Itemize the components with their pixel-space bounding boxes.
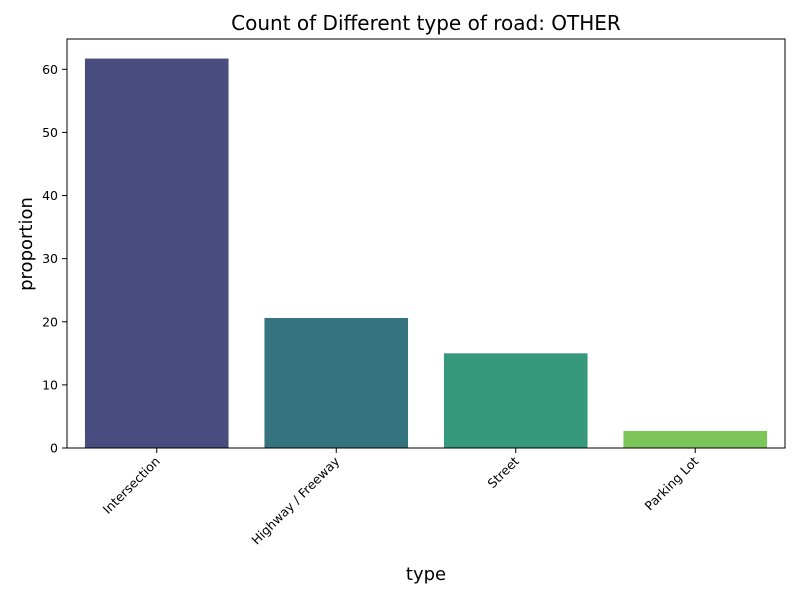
y-tick-label: 40 — [42, 188, 58, 203]
x-tick-label: Highway / Freeway — [248, 453, 342, 547]
bar-parking-lot — [623, 430, 768, 448]
bar-street — [443, 353, 588, 448]
y-axis-label: proportion — [16, 197, 37, 291]
y-tick-label: 30 — [42, 251, 58, 266]
bar-highway-freeway — [264, 317, 409, 448]
plot-frame — [66, 38, 786, 449]
y-axis: 0 10 20 30 40 50 60 — [42, 62, 67, 456]
x-tick-label: Street — [484, 453, 522, 491]
x-tick-label: Intersection — [100, 454, 163, 517]
y-tick-label: 50 — [42, 125, 58, 140]
chart-title: Count of Different type of road: OTHER — [231, 11, 621, 35]
x-tick-label: Parking Lot — [642, 453, 702, 513]
y-tick-label: 20 — [42, 314, 58, 329]
y-tick-label: 60 — [42, 62, 58, 77]
bar-intersection — [84, 58, 229, 449]
y-tick-label: 0 — [50, 441, 58, 456]
y-tick-label: 10 — [42, 377, 58, 392]
x-axis-label: type — [406, 564, 446, 585]
x-axis: Intersection Highway / Freeway Street Parki… — [100, 448, 702, 548]
bars-layer — [84, 58, 768, 449]
